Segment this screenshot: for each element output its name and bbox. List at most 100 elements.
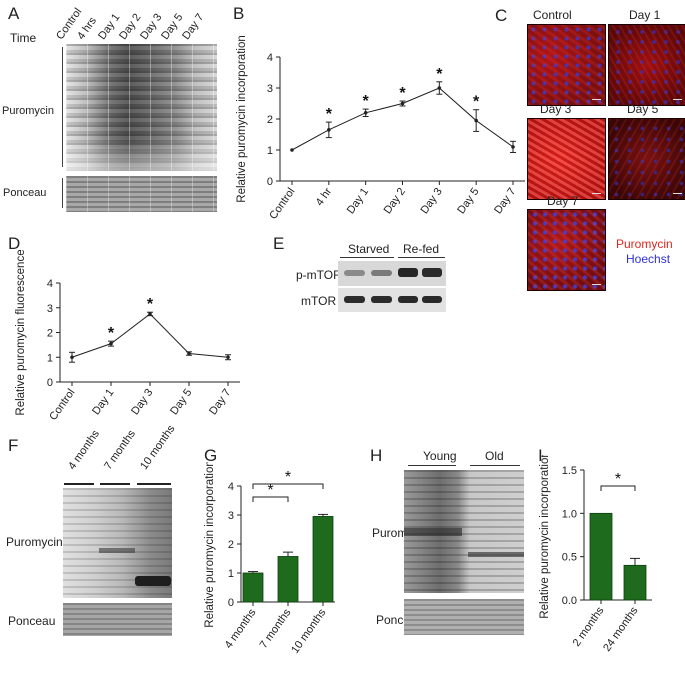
data-point: [363, 111, 368, 115]
x-tick-label: Day 3: [418, 186, 444, 216]
bar: [312, 516, 334, 603]
panel-label-i: I: [538, 446, 543, 465]
x-tick-label: Day 5: [455, 186, 481, 216]
row-label-ponceau: Ponceau: [8, 614, 56, 628]
bar: [623, 564, 647, 601]
group-label-7months: 7 months: [102, 428, 138, 472]
panel-label-f: F: [8, 436, 19, 455]
y-axis-label: Relative puromycin incorporation: [539, 455, 551, 619]
micrograph-day5: [608, 118, 685, 200]
image-label-day1: Day 1: [629, 8, 661, 22]
x-tick-label: 24 months: [601, 604, 641, 653]
x-tick-label: Control: [47, 387, 77, 423]
y-tick-label: 3: [47, 303, 53, 315]
y-tick-label: 4: [267, 52, 273, 64]
y-tick-label: 2: [267, 114, 273, 126]
micrograph-day1: [608, 24, 685, 106]
x-tick-label: Day 5: [168, 387, 194, 417]
group-label-4months: 4 months: [66, 428, 102, 472]
row-label-puromycin: Puromycin: [2, 105, 54, 117]
y-tick-label: 0: [228, 597, 234, 609]
row-label-mtor: mTOR: [301, 294, 337, 308]
group-underline: [137, 483, 171, 485]
lane-label-day3: Day 3: [138, 11, 165, 42]
group-label-starved: Starved: [348, 242, 390, 256]
y-tick-label: 2: [228, 539, 234, 551]
y-tick-label: 0.5: [562, 552, 577, 564]
x-tick-label: Day 1: [90, 387, 116, 417]
blot-mtor: [338, 288, 446, 312]
group-underline: [408, 465, 456, 466]
ponceau-blot-h: [404, 599, 524, 635]
lane-label-day7: Day 7: [180, 11, 207, 42]
data-point: [290, 148, 294, 152]
significance-marker: *: [326, 106, 333, 123]
group-underline: [398, 257, 445, 258]
data-point: [226, 355, 230, 360]
y-tick-label: 1.0: [562, 508, 577, 520]
y-axis-label: Relative puromycin fluorescence: [15, 249, 27, 415]
y-axis-label: Relative puromycin incorporation: [204, 462, 216, 628]
bracket-line: [62, 47, 63, 167]
data-point: [148, 312, 152, 316]
legend-puromycin: Puromycin: [616, 237, 673, 251]
chart-d: 0 1 2 3 4 Relative puromycin fluorescence Cont…: [15, 249, 240, 423]
bar: [242, 572, 264, 603]
row-label-p-mtor: p-mTOR: [296, 268, 342, 282]
significance-marker: *: [147, 296, 154, 313]
x-tick-label: 4 months: [223, 606, 259, 650]
y-tick-label: 1.5: [562, 465, 577, 477]
group-underline: [64, 483, 94, 485]
x-tick-label: 4 hr: [314, 186, 335, 209]
chart-b: 0 1 2 3 4 Relative puromycin incorporation Con…: [236, 35, 525, 222]
y-tick-label: 1: [47, 352, 53, 364]
panel-label-h: H: [370, 446, 383, 465]
image-label-day3: Day 3: [540, 102, 572, 116]
x-tick-label: 10 months: [289, 606, 329, 655]
lane-label-day5: Day 5: [159, 11, 186, 42]
group-underline: [470, 465, 520, 466]
data-point: [327, 128, 331, 132]
x-tick-label: Control: [267, 186, 297, 222]
lane-label-day1: Day 1: [96, 11, 123, 42]
group-underline: [340, 257, 394, 258]
image-label-control: Control: [533, 8, 572, 22]
significance-marker: *: [473, 94, 480, 111]
data-point: [187, 351, 191, 356]
ponceau-blot-f: [63, 603, 172, 636]
x-tick-label: Day 7: [207, 387, 233, 417]
data-point: [109, 341, 113, 346]
x-tick-label: 2 months: [571, 604, 607, 648]
micrograph-day3: [527, 118, 606, 200]
x-tick-label: Day 2: [382, 186, 408, 216]
row-label-ponceau: Ponceau: [3, 187, 47, 199]
y-tick-label: 0.0: [562, 595, 577, 607]
significance-marker: *: [108, 325, 115, 342]
y-tick-label: 2: [47, 328, 53, 340]
panel-label-b: B: [233, 4, 245, 23]
group-label-refed: Re-fed: [403, 242, 440, 256]
ponceau-blot-a: [66, 176, 217, 212]
significance-marker: *: [399, 85, 406, 102]
y-tick-label: 0: [267, 176, 273, 188]
row-label-puromycin: Puromycin: [6, 535, 63, 549]
y-tick-label: 4: [47, 278, 53, 290]
chart-i: 0.0 0.5 1.0 1.5 Relative puromycin incorpora…: [539, 455, 652, 654]
puromycin-blot-h: [404, 470, 524, 593]
y-tick-label: 1: [228, 568, 234, 580]
puromycin-blot-a: [66, 44, 217, 171]
panel-label-g: G: [204, 446, 218, 465]
x-tick-label: Day 1: [345, 186, 371, 216]
group-underline: [100, 483, 130, 485]
panel-label-c: C: [495, 6, 508, 25]
bar: [589, 512, 613, 601]
significance-marker: *: [436, 66, 443, 83]
group-label-old: Old: [485, 449, 504, 463]
time-label: Time: [10, 31, 37, 45]
puromycin-blot-f: [63, 488, 172, 598]
x-tick-label: 7 months: [258, 606, 294, 650]
data-point: [70, 355, 74, 360]
y-tick-label: 3: [267, 83, 273, 95]
significance-marker: *: [363, 93, 370, 110]
x-tick-label: Day 3: [129, 387, 155, 417]
